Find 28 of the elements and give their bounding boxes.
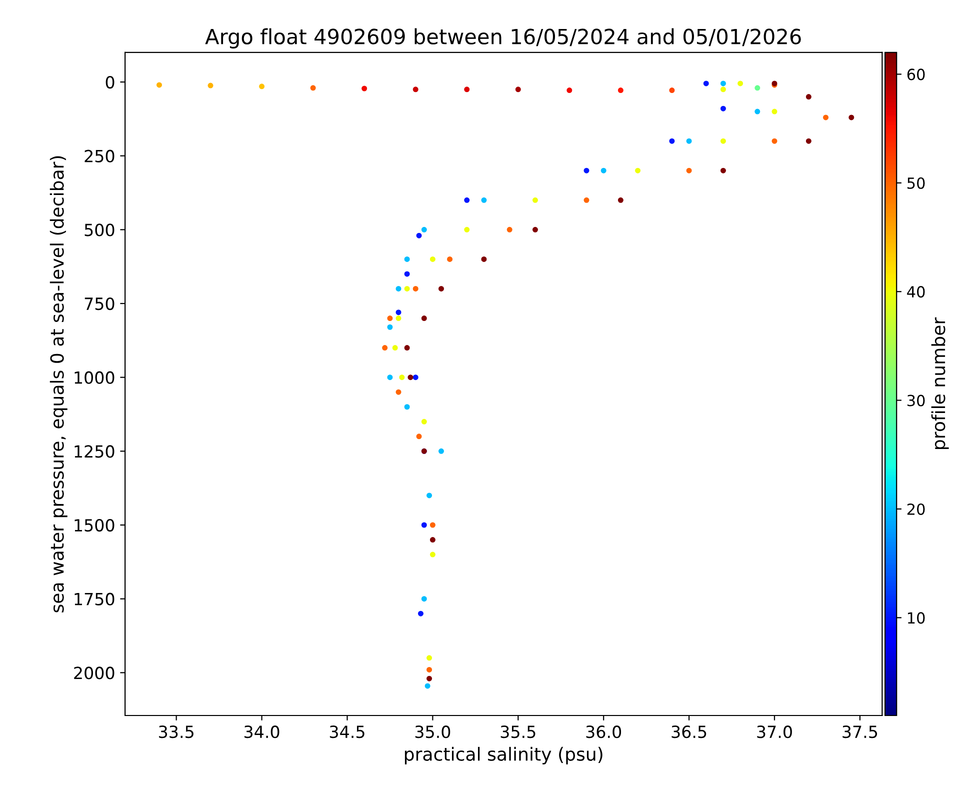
y-tick-label: 1250: [74, 445, 114, 458]
color-bar-label: 30: [907, 394, 925, 406]
x-tick-label: 35.5: [500, 726, 536, 738]
x-tick-label: 36.0: [586, 726, 622, 738]
y-tick-label: 1750: [74, 592, 114, 606]
chart-title: Argo float 4902609 between 16/05/2024 and 05/01/2026: [205, 28, 801, 48]
color-bar-label: 40: [907, 286, 925, 298]
x-tick-label: 37.0: [757, 726, 792, 738]
x-tick-label: 34.0: [244, 726, 280, 738]
x-tick-label: 33.5: [159, 726, 194, 738]
y-tick-label: 500: [84, 224, 114, 236]
x-tick-label: 36.5: [672, 726, 706, 738]
x-axis-title: practical salinity (psu): [404, 746, 602, 764]
color-bar-label: 50: [907, 177, 925, 189]
color-bar-label: 20: [907, 503, 925, 516]
x-tick-label: 34.5: [330, 726, 364, 738]
y-tick-label: 2000: [74, 666, 114, 680]
x-tick-label: 35.0: [415, 726, 450, 738]
y-tick-label: 1500: [74, 518, 114, 532]
y-tick-label: 250: [84, 150, 114, 162]
color-bar-title: profile number: [931, 317, 949, 449]
y-tick-label: 1000: [74, 371, 114, 384]
color-bar-label: 10: [908, 612, 925, 624]
y-axis-title: sea water pressure, equals 0 at sea-level (decibar): [50, 156, 68, 612]
x-tick-label: 37.5: [842, 726, 878, 738]
color-bar-label: 60: [907, 68, 925, 80]
y-tick-label: 0: [106, 76, 114, 89]
y-tick-label: 750: [84, 297, 114, 310]
